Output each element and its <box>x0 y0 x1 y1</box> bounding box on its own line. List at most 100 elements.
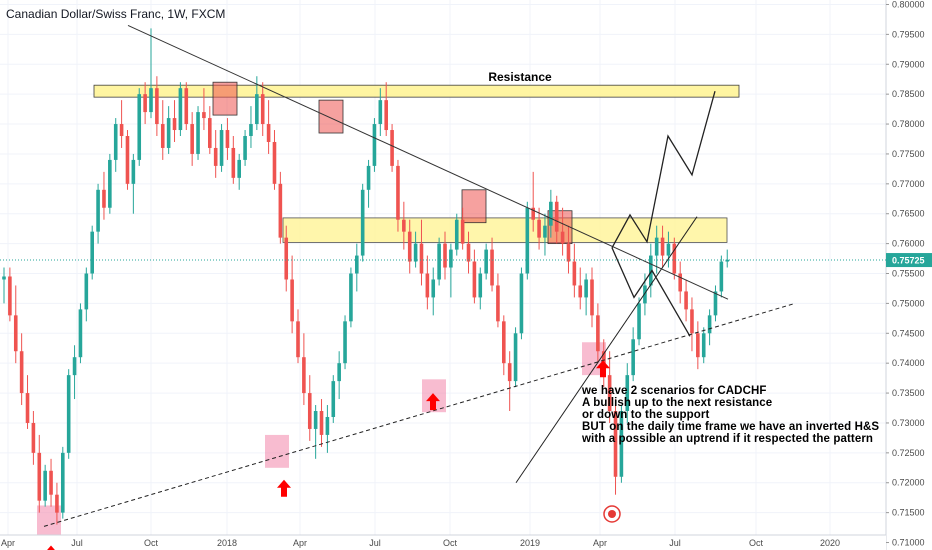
note-line-4: BUT on the daily time frame we have an i… <box>582 421 880 433</box>
candle-body <box>66 375 71 453</box>
candle-body <box>713 291 718 316</box>
candle-body <box>443 243 447 268</box>
candle-body <box>90 231 94 274</box>
candle-body <box>196 112 200 154</box>
candle-body <box>666 243 671 256</box>
price-tick-label: 0.79000 <box>892 59 925 69</box>
candle-body <box>572 261 577 286</box>
candle-body <box>208 118 212 148</box>
candle-body <box>543 225 547 238</box>
candle-body <box>437 243 441 280</box>
candle-body <box>690 309 694 334</box>
candle-body <box>519 273 524 334</box>
candle-body <box>113 124 118 160</box>
candle-body <box>278 183 283 238</box>
time-tick-label: 2018 <box>217 538 237 548</box>
candle-body <box>166 118 171 148</box>
candle-body <box>260 94 265 125</box>
candle-body <box>584 279 588 298</box>
candle-body <box>237 159 241 178</box>
candle-body <box>696 333 700 358</box>
candle-body <box>613 411 618 477</box>
candle-body <box>331 381 336 417</box>
candle-body <box>290 279 294 322</box>
candle-body <box>719 261 724 292</box>
candle-body <box>643 285 647 304</box>
candle-body <box>654 237 659 256</box>
candle-body <box>701 333 706 358</box>
price-tick-label: 0.76500 <box>892 209 925 219</box>
candle-body <box>684 291 688 310</box>
candle-body <box>219 130 224 166</box>
candle-body <box>484 249 488 274</box>
candle-body <box>378 100 383 125</box>
candle-body <box>502 321 506 364</box>
price-tick-label: 0.78000 <box>892 119 925 129</box>
note-line-2: A bullish up to the next resistance <box>582 397 773 409</box>
candle-body <box>119 124 124 137</box>
resistance-zone <box>93 84 740 98</box>
candle-body <box>202 112 206 119</box>
logo-dot <box>608 510 616 518</box>
price-tick-label: 0.72000 <box>892 478 925 488</box>
candle-body <box>155 88 159 125</box>
candle-body <box>402 219 406 232</box>
support-line-dashed <box>43 302 796 527</box>
candle-body <box>172 118 177 131</box>
candle-body <box>296 321 300 358</box>
candle-body <box>78 309 83 358</box>
candle-body <box>366 165 371 190</box>
analysis-note: we have 2 scenarios for CADCHF A bullish… <box>582 385 879 445</box>
candle-body <box>431 279 436 298</box>
candle-body <box>302 357 306 394</box>
note-line-5: with a possible an uptrend if it respect… <box>582 433 874 445</box>
candle-body <box>178 88 183 131</box>
candle-body <box>449 249 453 268</box>
candle-body <box>372 124 377 166</box>
candle-body <box>337 363 341 382</box>
zones <box>37 81 740 538</box>
candle-body <box>560 231 565 244</box>
price-tick-label: 0.73500 <box>892 388 925 398</box>
candle-body <box>43 470 47 501</box>
candle-body <box>19 351 24 394</box>
candle-body <box>631 339 635 376</box>
candle-body <box>143 94 147 113</box>
high-box <box>212 81 238 116</box>
bearish-scenario-path <box>611 247 691 337</box>
time-tick-label: Jul <box>71 538 83 548</box>
time-tick-label: Oct <box>749 538 764 548</box>
time-tick-label: Jul <box>369 538 381 548</box>
price-tick-label: 0.73000 <box>892 418 925 428</box>
price-tick-label: 0.71000 <box>892 538 925 548</box>
candle-body <box>13 315 18 352</box>
candle-body <box>707 315 712 334</box>
candle-body <box>454 219 459 250</box>
candle-body <box>325 416 330 435</box>
candle-body <box>607 375 612 412</box>
time-tick-label: Apr <box>593 538 607 548</box>
bullish-scenario-path <box>611 90 716 249</box>
candle-body <box>531 207 535 220</box>
time-tick-label: 2019 <box>520 538 540 548</box>
candle-body <box>184 88 189 125</box>
up-arrow-icon <box>47 545 55 550</box>
candle-body <box>213 147 218 166</box>
candle-body <box>625 375 630 412</box>
resistance-label: Resistance <box>488 70 552 84</box>
price-tick-label: 0.75000 <box>892 298 925 308</box>
candle-body <box>137 94 142 160</box>
candle-body <box>390 130 394 166</box>
candle-body <box>149 88 153 113</box>
candle-body <box>231 147 236 178</box>
candle-body <box>255 94 259 125</box>
candle-body <box>243 136 247 160</box>
candle-body <box>37 452 42 501</box>
candle-body <box>108 159 112 208</box>
price-tick-label: 0.74000 <box>892 358 925 368</box>
candle-body <box>407 231 412 262</box>
candle-body <box>307 393 312 429</box>
candle-body <box>578 285 583 298</box>
